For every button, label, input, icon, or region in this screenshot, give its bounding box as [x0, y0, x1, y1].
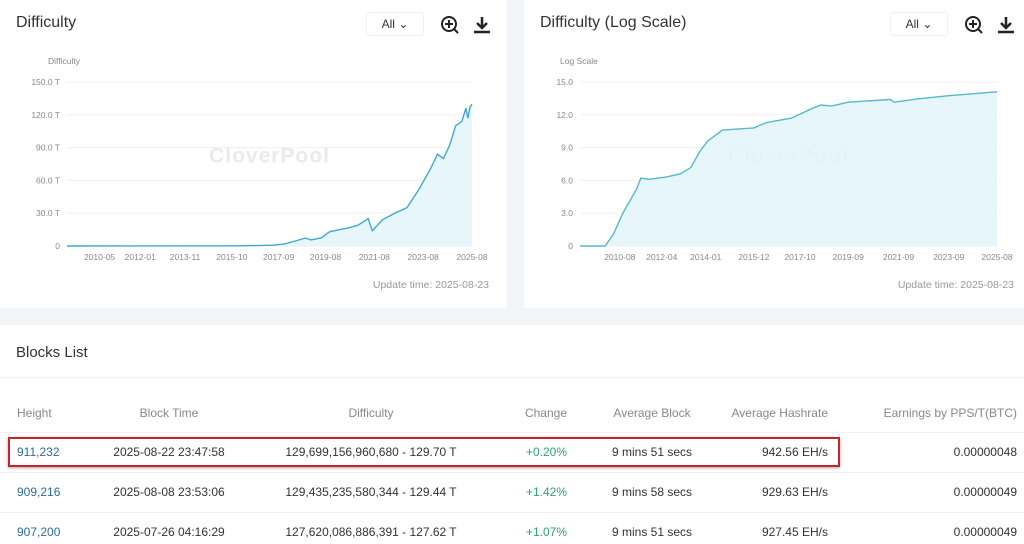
download-icon[interactable] [995, 14, 1017, 36]
update-time: Update time: 2025-08-23 [897, 279, 1014, 291]
download-icon[interactable] [471, 14, 493, 36]
cell-difficulty: 127,620,086,886,391 - 127.62 T [285, 525, 457, 539]
y-tick-label: 90.0 T [36, 143, 60, 153]
series-line [66, 103, 473, 247]
row-divider [0, 472, 1024, 473]
difficulty-card: Difficulty All ⌄ Difficulty 0 30.0 T 60.0 T… [0, 0, 507, 308]
y-tick-label: 0 [55, 241, 60, 251]
blocks-list-title: Blocks List [16, 344, 88, 361]
block-height-link[interactable]: 911,232 [17, 445, 60, 459]
y-axis-label: Difficulty [48, 56, 81, 66]
y-tick-label: 0 [568, 241, 573, 251]
header-change: Change [524, 406, 567, 420]
block-height-link[interactable]: 907,200 [17, 525, 61, 539]
x-tick-label: 2021-08 [359, 252, 390, 262]
header-difficulty: Difficulty [348, 406, 394, 420]
difficulty-log-chart: Log Scale 0 3.0 6.0 9.0 12.0 15.0 2010-08 2012-0… [556, 56, 1012, 262]
cell-block-time: 2025-08-08 23:53:06 [113, 485, 225, 499]
cell-earnings: 0.00000049 [953, 525, 1017, 539]
x-tick-label: 2017-10 [784, 252, 815, 262]
header-earnings: Earnings by PPS/T(BTC) [883, 406, 1017, 420]
x-tick-label: 2013-11 [170, 252, 201, 262]
cell-change: +1.07% [525, 525, 567, 539]
x-tick-label: 2012-04 [646, 252, 677, 262]
block-height-link[interactable]: 909,216 [17, 485, 61, 499]
cell-average-hashrate: 927.45 EH/s [761, 525, 828, 539]
range-select[interactable]: All ⌄ [366, 12, 424, 36]
x-tick-label: 2019-09 [833, 252, 864, 262]
chevron-down-icon: ⌄ [398, 17, 409, 31]
chevron-down-icon: ⌄ [922, 17, 933, 31]
range-select[interactable]: All ⌄ [890, 12, 948, 36]
header-average-hashrate: Average Hashrate [731, 406, 828, 420]
y-axis-label: Log Scale [560, 56, 598, 66]
y-tick-label: 150.0 T [31, 77, 60, 87]
area-fill [67, 104, 472, 246]
cell-average-block: 9 mins 58 secs [611, 485, 693, 499]
y-tick-label: 30.0 T [36, 208, 60, 218]
header-block-time: Block Time [139, 406, 199, 420]
cell-average-hashrate: 942.56 EH/s [761, 445, 828, 459]
difficulty-chart: Difficulty 0 30.0 T 60.0 T 90.0 T 120.0 T 150.… [31, 56, 488, 262]
x-tick-label: 2015-12 [738, 252, 769, 262]
row-divider [0, 432, 1024, 433]
area-fill [580, 91, 997, 246]
x-tick-label: 2015-10 [216, 252, 247, 262]
cell-change: +1.42% [525, 485, 567, 499]
card-title: Difficulty (Log Scale) [540, 14, 687, 31]
x-tick-label: 2021-09 [883, 252, 914, 262]
y-tick-label: 60.0 T [36, 175, 60, 185]
range-value: All [381, 17, 395, 31]
x-tick-label: 2014-01 [690, 252, 721, 262]
row-divider [0, 512, 1024, 513]
x-tick-label: 2010-08 [604, 252, 635, 262]
y-tick-label: 9.0 [561, 143, 573, 153]
blocks-list-card: Blocks List [0, 325, 1024, 544]
cell-difficulty: 129,699,156,960,680 - 129.70 T [285, 445, 457, 459]
cell-earnings: 0.00000049 [953, 485, 1017, 499]
cell-average-block: 9 mins 51 secs [611, 445, 693, 459]
header-average-block: Average Block [613, 406, 691, 420]
x-tick-label: 2010-05 [84, 252, 115, 262]
x-tick-label: 2023-09 [933, 252, 964, 262]
update-time: Update time: 2025-08-23 [372, 279, 489, 291]
cell-average-hashrate: 929.63 EH/s [761, 485, 828, 499]
range-value: All [905, 17, 919, 31]
card-title: Difficulty [16, 14, 77, 31]
cell-average-block: 9 mins 51 secs [611, 525, 693, 539]
cell-difficulty: 129,435,235,580,344 - 129.44 T [285, 485, 457, 499]
y-tick-label: 12.0 [556, 110, 573, 120]
x-tick-label: 2017-09 [263, 252, 294, 262]
zoom-in-icon[interactable] [963, 14, 985, 36]
cell-block-time: 2025-07-26 04:16:29 [113, 525, 225, 539]
x-tick-label: 2023-08 [408, 252, 439, 262]
cell-block-time: 2025-08-22 23:47:58 [113, 445, 225, 459]
y-tick-label: 3.0 [561, 208, 573, 218]
watermark: CloverPool [209, 144, 330, 167]
x-tick-label: 2012-01 [125, 252, 156, 262]
cell-change: +0.20% [525, 445, 567, 459]
header-height: Height [17, 406, 52, 420]
cell-earnings: 0.00000048 [953, 445, 1017, 459]
y-tick-label: 15.0 [556, 77, 573, 87]
divider [0, 377, 1024, 378]
highlight-box [8, 437, 840, 467]
y-tick-label: 6.0 [561, 175, 573, 185]
x-tick-label: 2025-08 [981, 252, 1012, 262]
x-tick-label: 2025-08 [456, 252, 487, 262]
zoom-in-icon[interactable] [439, 14, 461, 36]
difficulty-log-card: Difficulty (Log Scale) All ⌄ Log Scale 0 3… [524, 0, 1024, 308]
series-line [580, 91, 998, 247]
x-tick-label: 2019-08 [310, 252, 341, 262]
y-tick-label: 120.0 T [31, 110, 60, 120]
